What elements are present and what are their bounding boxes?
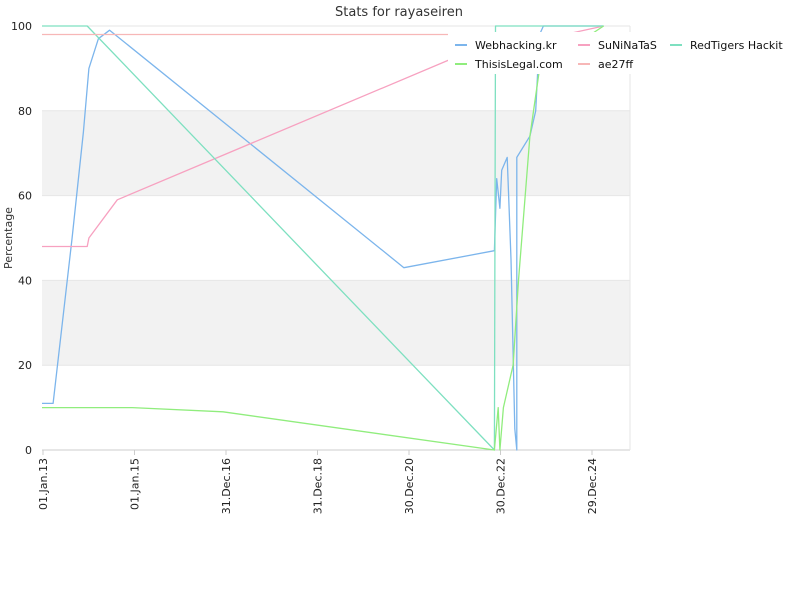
legend-label: RedTigers Hackit (690, 39, 783, 52)
plot-band (42, 110, 630, 196)
y-tick-label: 0 (25, 444, 32, 457)
x-tick-label: 31.Dec.16 (220, 458, 233, 514)
x-tick-label: 01.Jan.13 (37, 458, 50, 510)
y-tick-label: 60 (18, 190, 32, 203)
series-line-webhacking-kr (42, 25, 604, 451)
series-lines (42, 25, 604, 451)
legend-label: Webhacking.kr (475, 39, 557, 52)
legend-label: SuNiNaTaS (598, 39, 657, 52)
legend-label: ae27ff (598, 58, 634, 71)
series-line-thisislegal-com (42, 25, 604, 451)
legend[interactable]: Webhacking.kr SuNiNaTaS RedTigers Hackit Th… (448, 32, 788, 74)
axes (42, 26, 631, 451)
legend-label: ThisisLegal.com (474, 58, 563, 71)
x-tick-label: 01.Jan.15 (129, 458, 142, 510)
y-tick-labels: 0 20 40 60 80 100 (11, 20, 32, 457)
y-tick-label: 40 (18, 274, 32, 287)
x-tick-label: 31.Dec.18 (312, 458, 325, 514)
x-tick-labels: 01.Jan.13 01.Jan.15 31.Dec.16 31.Dec.18 30.D… (37, 450, 599, 514)
y-tick-label: 80 (18, 105, 32, 118)
y-tick-label: 100 (11, 20, 32, 33)
plot-band (42, 280, 630, 366)
chart-title: Stats for rayaseiren (335, 5, 463, 20)
x-tick-label: 30.Dec.20 (403, 458, 416, 514)
x-tick-label: 29.Dec.24 (586, 458, 599, 514)
legend-background (448, 32, 788, 74)
grid-lines (42, 25, 630, 451)
y-axis-label: Percentage (2, 207, 15, 269)
series-line-redtigers-hackit (42, 25, 604, 451)
y-tick-label: 20 (18, 359, 32, 372)
plot-bands (42, 110, 630, 366)
x-tick-label: 30.Dec.22 (495, 458, 508, 514)
